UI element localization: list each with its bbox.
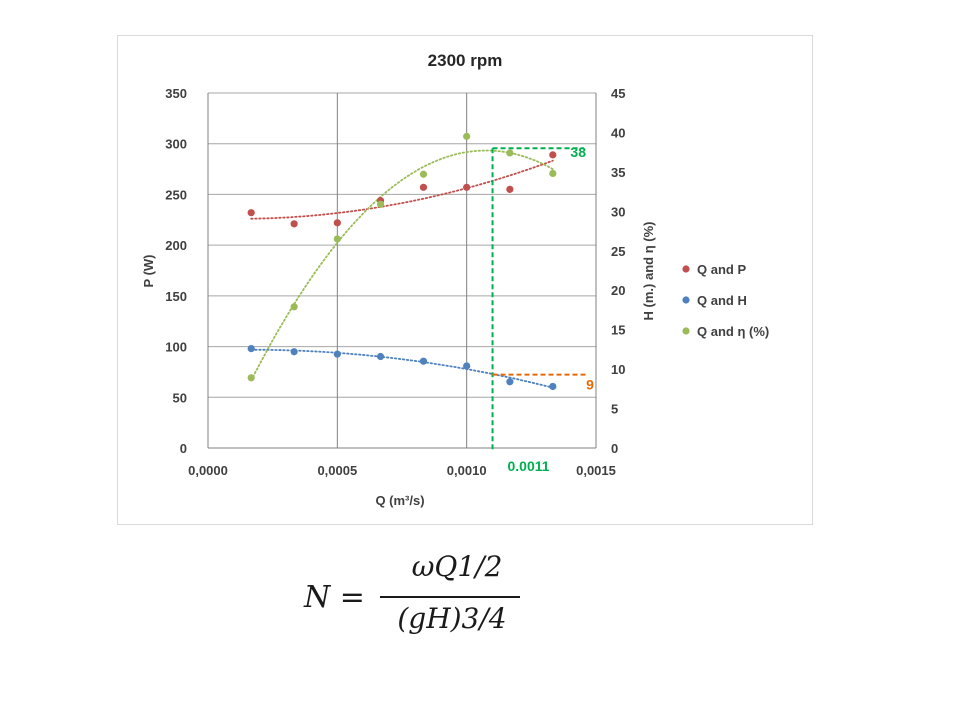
y-right-axis-title: H (m.) and η (%): [641, 222, 656, 321]
data-point-1: [333, 350, 341, 358]
data-point-2: [290, 303, 298, 311]
data-point-1: [247, 345, 255, 353]
legend-label-0: Q and P: [697, 262, 746, 277]
formula-numerator: ωQ1/2: [411, 550, 503, 583]
x-tick-label: 0,0010: [447, 463, 487, 478]
x-tick-label: 0,0005: [317, 463, 357, 478]
chart-title: 2300 rpm: [428, 51, 503, 70]
y-right-tick-label: 30: [611, 204, 625, 219]
data-point-0: [506, 185, 514, 193]
y-left-tick-label: 100: [165, 340, 187, 355]
data-points: [247, 132, 557, 391]
data-point-2: [463, 132, 471, 140]
chart-svg: 2300 rpm 0,0000 0,0005 0,0010 0,0015 050100…: [141, 51, 769, 508]
trendline-0: [250, 159, 554, 220]
legend-marker-2: [682, 327, 690, 335]
grid: [207, 92, 597, 449]
data-point-0: [290, 220, 298, 228]
data-point-2: [506, 149, 514, 157]
annotation-q-value: 0.0011: [508, 458, 550, 474]
data-point-1: [376, 352, 385, 361]
x-tick-label: 0,0015: [576, 463, 616, 478]
y-right-tick-label: 0: [611, 441, 618, 456]
y-left-tick-label: 350: [165, 86, 187, 101]
y-right-tick-label: 40: [611, 125, 625, 140]
data-point-1: [419, 357, 428, 365]
data-point-0: [333, 219, 341, 227]
y-right-tick-label: 45: [611, 86, 625, 101]
annotation-h-value: 9: [586, 377, 594, 393]
y-left-tick-label: 50: [173, 390, 187, 405]
y-left-tick-label: 250: [165, 187, 187, 202]
y-right-tick-label: 35: [611, 165, 625, 180]
x-tick-label: 0,0000: [188, 463, 228, 478]
data-point-2: [247, 374, 255, 382]
legend-marker-1: [682, 296, 690, 304]
trendlines: [250, 149, 554, 389]
data-point-1: [463, 362, 471, 370]
legend-label-1: Q and H: [697, 293, 747, 308]
data-point-2: [376, 200, 385, 208]
y-left-tick-label: 150: [165, 289, 187, 304]
annotation-eta-value: 38: [570, 144, 586, 160]
x-tick-labels: 0,0000 0,0005 0,0010 0,0015: [188, 463, 616, 478]
data-point-0: [463, 183, 471, 191]
y-left-tick-label: 300: [165, 137, 187, 152]
data-point-0: [419, 183, 428, 191]
data-point-1: [290, 348, 298, 356]
y-right-tick-label: 10: [611, 362, 625, 377]
formula-lhs: N =: [304, 580, 365, 615]
trendline-1: [250, 348, 554, 389]
y-left-tick-label: 0: [180, 441, 187, 456]
chart-frame: 2300 rpm 0,0000 0,0005 0,0010 0,0015 0 50 100…: [117, 35, 813, 525]
guide-lines: [491, 147, 586, 450]
data-point-0: [247, 209, 255, 217]
y-right-tick-label: 15: [611, 323, 625, 338]
y-left-tick-labels: 0 50 100 150 200 250 300 350: [165, 86, 187, 456]
data-point-1: [506, 378, 514, 386]
data-point-2: [549, 169, 557, 178]
y-right-tick-label: 20: [611, 283, 625, 298]
annotations: 38 9 0.0011: [508, 144, 595, 474]
legend-marker-0: [682, 265, 690, 273]
data-point-2: [333, 235, 341, 243]
data-point-1: [549, 382, 557, 391]
x-axis-title: Q (m³/s): [375, 493, 424, 508]
y-right-tick-label: 5: [611, 402, 618, 417]
formula-denominator: (gH)3/4: [397, 602, 507, 635]
y-left-axis-title: P (W): [141, 255, 156, 288]
legend-label-2: Q and η (%): [697, 324, 769, 339]
y-right-tick-label: 25: [611, 244, 625, 259]
y-right-tick-labels: 0 5 10 15 20 25 30 35 40 45: [611, 86, 625, 456]
specific-speed-formula: N = ωQ1/2 (gH)3/4: [300, 548, 560, 648]
trendline-2: [250, 149, 554, 382]
data-point-2: [419, 170, 428, 178]
y-left-tick-label: 200: [165, 238, 187, 253]
legend: Q and P Q and H Q and η (%): [682, 262, 769, 339]
formula-fraction-bar: [380, 596, 520, 598]
data-point-0: [549, 151, 557, 159]
